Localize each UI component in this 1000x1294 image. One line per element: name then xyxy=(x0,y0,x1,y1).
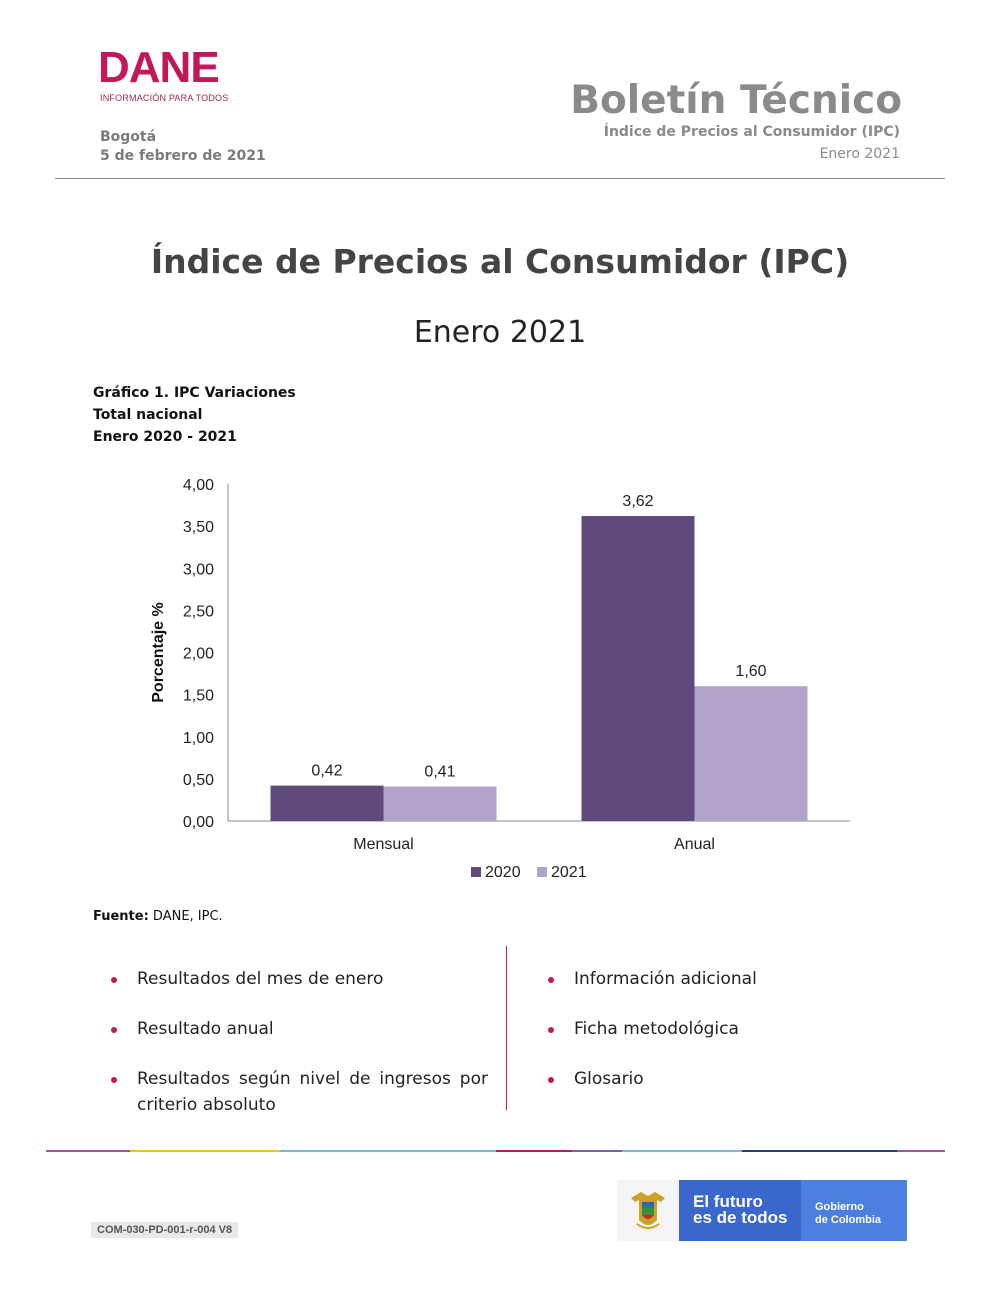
contents-item[interactable]: Ficha metodológica xyxy=(548,1016,904,1042)
y-tick-label: 0,50 xyxy=(183,772,214,789)
government-banner: El futuro es de todos Gobierno de Colomb… xyxy=(617,1180,907,1241)
bar-anual-2021 xyxy=(694,686,808,821)
source-text: DANE, IPC. xyxy=(148,909,223,924)
y-tick-label: 3,50 xyxy=(183,519,214,536)
dane-logo: DANE xyxy=(98,43,220,92)
dane-logo-tagline: INFORMACIÓN PARA TODOS xyxy=(100,93,229,103)
strip-segment xyxy=(496,1150,572,1152)
bar-data-label: 0,42 xyxy=(311,763,342,780)
strip-segment xyxy=(742,1150,897,1152)
x-category-label: Anual xyxy=(674,836,715,853)
footer-color-strip xyxy=(46,1150,945,1152)
bar-mensual-2020 xyxy=(270,785,384,821)
contents-item[interactable]: Glosario xyxy=(548,1066,904,1092)
bar-data-label: 0,41 xyxy=(424,763,455,780)
bulletin-title: Boletín Técnico xyxy=(570,78,902,123)
bar-mensual-2021 xyxy=(383,786,497,821)
chart-caption-line2: Total nacional xyxy=(93,407,203,423)
y-tick-label: 2,00 xyxy=(183,646,214,663)
publication-city: Bogotá xyxy=(100,129,157,145)
page-title: Índice de Precios al Consumidor (IPC) xyxy=(150,242,850,281)
legend-swatch xyxy=(471,867,481,877)
source-label: Fuente: xyxy=(93,909,149,924)
strip-segment xyxy=(897,1150,945,1152)
government-name: Gobierno de Colombia xyxy=(801,1180,907,1241)
ipc-bar-chart: 0,00 0,50 1,00 1,50 2,00 2,50 3,00 3,50 4,00 Porc… xyxy=(150,477,850,881)
strip-segment xyxy=(46,1150,130,1152)
colombia-coat-of-arms-icon xyxy=(617,1180,679,1241)
bar-data-label: 3,62 xyxy=(622,493,653,510)
y-tick-label: 3,00 xyxy=(183,561,214,578)
legend-label: 2021 xyxy=(551,864,587,881)
legend-label: 2020 xyxy=(485,864,521,881)
chart-caption-line3: Enero 2020 - 2021 xyxy=(93,429,237,445)
strip-segment xyxy=(280,1150,496,1152)
contents-divider xyxy=(506,946,507,1110)
publication-date: 5 de febrero de 2021 xyxy=(100,148,266,164)
document-code: COM-030-PD-001-r-004 V8 xyxy=(91,1222,239,1238)
bullet-icon xyxy=(111,1027,117,1033)
contents-left-column: Resultados del mes de enero Resultado an… xyxy=(111,966,488,1142)
y-tick-label: 2,50 xyxy=(183,603,214,620)
bullet-icon xyxy=(548,1027,554,1033)
y-tick-label: 1,50 xyxy=(183,688,214,705)
legend-swatch xyxy=(537,867,547,877)
strip-segment xyxy=(130,1150,280,1152)
bar-data-label: 1,60 xyxy=(735,663,766,680)
government-slogan: El futuro es de todos xyxy=(679,1180,801,1241)
contents-item[interactable]: Resultados del mes de enero xyxy=(111,966,488,992)
header-divider xyxy=(55,178,945,179)
contents-item[interactable]: Resultados según nivel de ingresos por c… xyxy=(111,1066,488,1118)
strip-segment xyxy=(622,1150,742,1152)
bulletin-subtitle: Índice de Precios al Consumidor (IPC) xyxy=(603,124,900,140)
bar-anual-2020 xyxy=(581,516,695,821)
y-tick-label: 1,00 xyxy=(183,730,214,747)
y-axis-label: Porcentaje % xyxy=(150,602,167,702)
chart-source: Fuente: DANE, IPC. xyxy=(93,909,223,924)
x-category-label: Mensual xyxy=(353,836,413,853)
y-tick-label: 4,00 xyxy=(183,477,214,494)
bullet-icon xyxy=(111,1077,117,1083)
y-tick-label: 0,00 xyxy=(183,814,214,831)
chart-caption-line1: Gráfico 1. IPC Variaciones xyxy=(93,385,296,401)
bullet-icon xyxy=(548,977,554,983)
contents-right-column: Información adicional Ficha metodológica… xyxy=(548,966,904,1116)
bullet-icon xyxy=(548,1077,554,1083)
strip-segment xyxy=(572,1150,622,1152)
bullet-icon xyxy=(111,977,117,983)
page-period: Enero 2021 xyxy=(413,315,587,350)
bulletin-period: Enero 2021 xyxy=(819,146,900,162)
contents-item[interactable]: Información adicional xyxy=(548,966,904,992)
contents-item[interactable]: Resultado anual xyxy=(111,1016,488,1042)
